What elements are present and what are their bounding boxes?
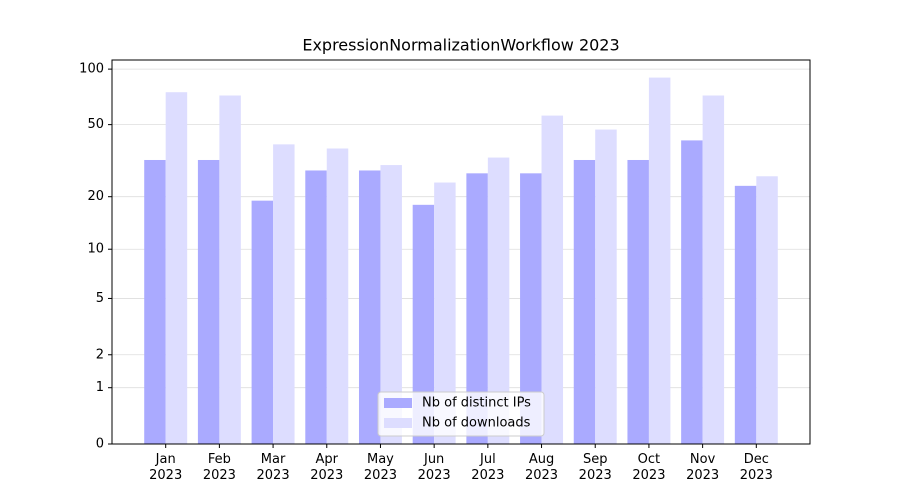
bar [165, 92, 188, 445]
bar [541, 115, 564, 444]
y-tick-label: 5 [96, 291, 104, 306]
bar [466, 173, 488, 445]
bar [702, 95, 725, 445]
bar [756, 176, 778, 445]
bar [358, 170, 381, 444]
bar [144, 159, 166, 444]
bar [326, 148, 349, 445]
x-tick-label: Jun 2023 [417, 452, 451, 483]
bar [219, 95, 241, 445]
x-tick-label: Apr 2023 [310, 452, 344, 483]
legend-label: Nb of downloads [422, 416, 531, 431]
y-tick-label: 50 [87, 117, 104, 132]
legend-label: Nb of distinct IPs [422, 396, 531, 411]
y-tick-label: 0 [96, 437, 104, 452]
x-tick-label: Sep 2023 [578, 452, 612, 483]
x-tick-label: Oct 2023 [632, 452, 666, 483]
y-tick-label: 10 [87, 242, 104, 257]
bar [734, 185, 757, 444]
bar [681, 140, 703, 444]
bar [273, 144, 295, 444]
chart-title: ExpressionNormalizationWorkflow 2023 [302, 36, 619, 55]
x-tick-label: Nov 2023 [686, 452, 720, 483]
bar [627, 159, 649, 444]
x-tick-label: Mar 2023 [256, 452, 290, 483]
x-tick-label: Jan 2023 [149, 452, 183, 483]
x-tick-label: May 2023 [363, 452, 397, 483]
plot-frame [111, 59, 811, 445]
bar [648, 77, 671, 445]
bar [520, 173, 542, 445]
x-tick-label: Aug 2023 [524, 452, 559, 483]
bar [487, 157, 510, 445]
bar [197, 159, 220, 444]
legend: Nb of distinct IPs Nb of downloads [377, 391, 545, 437]
y-tick-label: 20 [87, 189, 104, 204]
y-tick-label: 1 [96, 380, 104, 395]
bar [595, 129, 617, 445]
bar [251, 200, 274, 444]
x-tick-label: Dec 2023 [739, 452, 773, 483]
x-tick-label: Jul 2023 [471, 452, 505, 483]
bar [434, 182, 456, 444]
legend-swatch [384, 398, 412, 408]
bar [380, 165, 402, 444]
legend-box [377, 391, 545, 437]
y-tick-label: 100 [79, 62, 104, 77]
legend-swatch [384, 418, 412, 428]
bar [412, 204, 435, 444]
bar [573, 159, 596, 444]
bar [305, 170, 327, 444]
x-tick-label: Feb 2023 [202, 452, 236, 483]
y-tick-label: 2 [96, 347, 104, 362]
